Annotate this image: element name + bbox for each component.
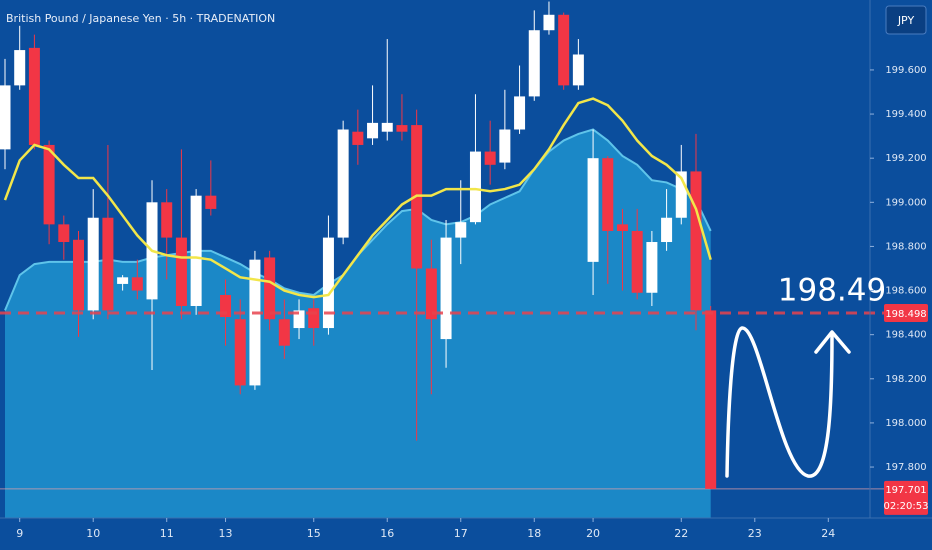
candle-body bbox=[322, 237, 334, 329]
x-tick-label: 23 bbox=[748, 527, 762, 540]
candle-body bbox=[469, 151, 481, 223]
x-tick-label: 13 bbox=[219, 527, 233, 540]
candle-body bbox=[161, 202, 173, 238]
x-tick-label: 18 bbox=[527, 527, 541, 540]
countdown-label: 02:20:53 bbox=[884, 501, 929, 512]
y-tick-label: 199.600 bbox=[885, 65, 926, 76]
x-tick-label: 11 bbox=[160, 527, 174, 540]
chart-title: British Pound / Japanese Yen · 5h · TRAD… bbox=[6, 12, 275, 25]
moving-average bbox=[3, 97, 712, 299]
candle-body bbox=[293, 310, 305, 329]
candle-body bbox=[14, 50, 26, 86]
y-tick-label: 198.200 bbox=[885, 374, 926, 385]
candle-body bbox=[690, 171, 702, 311]
candle-body bbox=[675, 171, 687, 218]
x-tick-label: 16 bbox=[380, 527, 394, 540]
candle-body bbox=[499, 129, 511, 163]
candle-body bbox=[616, 224, 628, 231]
candle-body bbox=[514, 96, 526, 130]
candle-body bbox=[558, 14, 570, 86]
candle-body bbox=[396, 125, 408, 132]
candle-body bbox=[440, 237, 452, 340]
y-tick-label: 197.800 bbox=[885, 462, 926, 473]
candle-body bbox=[352, 131, 364, 145]
x-tick-label: 24 bbox=[821, 527, 835, 540]
currency-button[interactable] bbox=[885, 5, 927, 35]
candle-body bbox=[543, 14, 555, 31]
plot-area bbox=[0, 1, 884, 518]
x-tick-label: 9 bbox=[16, 527, 23, 540]
candle-body bbox=[117, 277, 129, 284]
candle-body bbox=[425, 268, 437, 320]
candle-body bbox=[572, 54, 584, 86]
x-tick-label: 17 bbox=[454, 527, 468, 540]
candle-body bbox=[43, 144, 55, 225]
candle-body bbox=[528, 30, 540, 97]
projection-arrow bbox=[725, 326, 834, 478]
x-tick-label: 20 bbox=[586, 527, 600, 540]
candle-body bbox=[58, 224, 70, 243]
candle-body bbox=[102, 217, 114, 311]
candle-body bbox=[646, 242, 658, 293]
currency-label[interactable]: JPY bbox=[897, 14, 915, 27]
candle-body bbox=[337, 129, 349, 238]
candle-body bbox=[484, 151, 496, 165]
candle-body bbox=[87, 217, 99, 311]
candle-body bbox=[705, 310, 717, 489]
x-tick-label: 10 bbox=[86, 527, 100, 540]
target-price-label: 198.498 bbox=[885, 309, 926, 320]
candle-body bbox=[205, 195, 217, 209]
candle-body bbox=[190, 195, 202, 306]
candle-body bbox=[587, 158, 599, 262]
candle-body bbox=[0, 85, 11, 150]
candle-body bbox=[249, 259, 261, 386]
candle-body bbox=[631, 230, 643, 293]
y-tick-label: 199.000 bbox=[885, 197, 926, 208]
candle-body bbox=[234, 319, 246, 386]
y-tick-label: 198.800 bbox=[885, 241, 926, 252]
area-fill bbox=[4, 129, 711, 518]
candle-body bbox=[602, 158, 614, 231]
candle-body bbox=[308, 308, 320, 329]
candle-body bbox=[28, 47, 40, 145]
candle-body bbox=[220, 294, 232, 318]
y-tick-label: 199.200 bbox=[885, 153, 926, 164]
candle-body bbox=[278, 319, 290, 346]
y-tick-label: 199.400 bbox=[885, 109, 926, 120]
annotation: 198.49 bbox=[778, 273, 886, 309]
y-tick-label: 198.600 bbox=[885, 286, 926, 297]
candle-body bbox=[175, 237, 187, 306]
arrow-head bbox=[814, 330, 851, 354]
target-price-box bbox=[884, 304, 928, 323]
last-price-label: 197.701 bbox=[885, 485, 926, 496]
candle-body bbox=[381, 122, 393, 132]
last-price-box bbox=[884, 480, 928, 515]
y-tick-label: 198.000 bbox=[885, 418, 926, 429]
candle-body bbox=[367, 122, 379, 139]
y-tick-label: 198.400 bbox=[885, 330, 926, 341]
x-tick-label: 15 bbox=[307, 527, 321, 540]
candle-body bbox=[661, 217, 673, 243]
candle-body bbox=[131, 277, 143, 291]
candle-body bbox=[455, 222, 467, 238]
candle-body bbox=[264, 257, 276, 320]
candle-body bbox=[73, 239, 85, 311]
x-tick-label: 22 bbox=[674, 527, 688, 540]
